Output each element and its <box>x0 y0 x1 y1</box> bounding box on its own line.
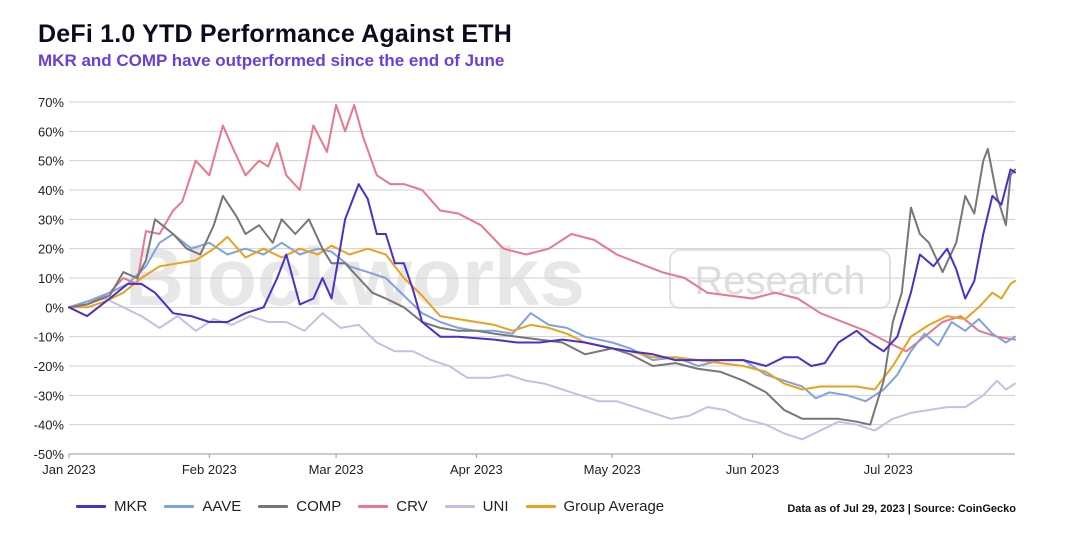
watermark-label: Research <box>694 259 865 303</box>
y-axis: -50% -40% -30% -20% -10% 0% 10% 20% 30% 40% 50% 60%… <box>34 95 65 462</box>
y-tick-label: -10% <box>34 330 65 345</box>
chart-subtitle: MKR and COMP have outperformed since the… <box>38 51 505 70</box>
x-tick-label: May 2023 <box>584 462 641 477</box>
watermark-brand: Blockworks <box>125 232 585 323</box>
legend-label: CRV <box>396 498 428 515</box>
y-tick-label: 60% <box>38 124 64 139</box>
legend-swatch <box>76 505 106 508</box>
legend-swatch <box>358 505 389 508</box>
y-tick-label: 40% <box>38 183 64 198</box>
y-tick-label: 30% <box>38 212 64 227</box>
chart-title: DeFi 1.0 YTD Performance Against ETH <box>38 20 512 48</box>
legend-item: UNI <box>444 498 509 515</box>
legend: MKR AAVE COMP CRV UNI Group Average <box>76 498 681 515</box>
legend-label: COMP <box>296 498 342 515</box>
legend-swatch <box>525 505 556 508</box>
legend-label: Group Average <box>563 498 665 515</box>
source-note: Data as of Jul 29, 2023 | Source: CoinGe… <box>787 503 1016 515</box>
legend-label: MKR <box>114 498 148 515</box>
legend-swatch <box>258 505 289 508</box>
legend-item: AAVE <box>164 498 241 515</box>
series-line-uni <box>68 297 1016 441</box>
legend-label: UNI <box>482 498 509 515</box>
legend-swatch <box>164 505 195 508</box>
x-axis: Jan 2023 Feb 2023 Mar 2023 Apr 2023 May 2023… <box>42 453 1015 477</box>
x-tick-label: Feb 2023 <box>182 462 237 477</box>
series-lines <box>68 103 1016 441</box>
y-tick-label: 70% <box>38 95 64 110</box>
x-tick-label: Jul 2023 <box>864 462 913 477</box>
series-line-aave <box>68 233 1016 403</box>
y-tick-label: 0% <box>45 300 64 315</box>
y-tick-label: -20% <box>34 359 65 374</box>
legend-item: CRV <box>358 498 428 515</box>
y-tick-label: -40% <box>34 418 65 433</box>
legend-label: AAVE <box>202 498 242 515</box>
x-tick-label: Mar 2023 <box>309 462 364 477</box>
watermark: Blockworks Research <box>125 232 891 323</box>
x-tick-label: Jan 2023 <box>42 462 96 477</box>
legend-swatch <box>444 505 475 508</box>
y-tick-label: 50% <box>38 154 64 169</box>
legend-item: MKR <box>76 498 147 515</box>
y-tick-label: -30% <box>34 388 65 403</box>
x-tick-label: Jun 2023 <box>726 462 780 477</box>
y-tick-label: 10% <box>38 271 64 286</box>
series-line-comp <box>68 147 1016 426</box>
series-line-group-average <box>68 235 1016 391</box>
series-line-crv <box>68 103 1016 353</box>
legend-item: COMP <box>258 498 341 515</box>
watermark-box <box>669 249 891 309</box>
series-line-mkr <box>68 168 1016 367</box>
legend-item: Group Average <box>525 498 665 515</box>
x-tick-label: Apr 2023 <box>450 462 503 477</box>
y-tick-label: -50% <box>34 447 65 462</box>
y-tick-label: 20% <box>38 242 64 257</box>
